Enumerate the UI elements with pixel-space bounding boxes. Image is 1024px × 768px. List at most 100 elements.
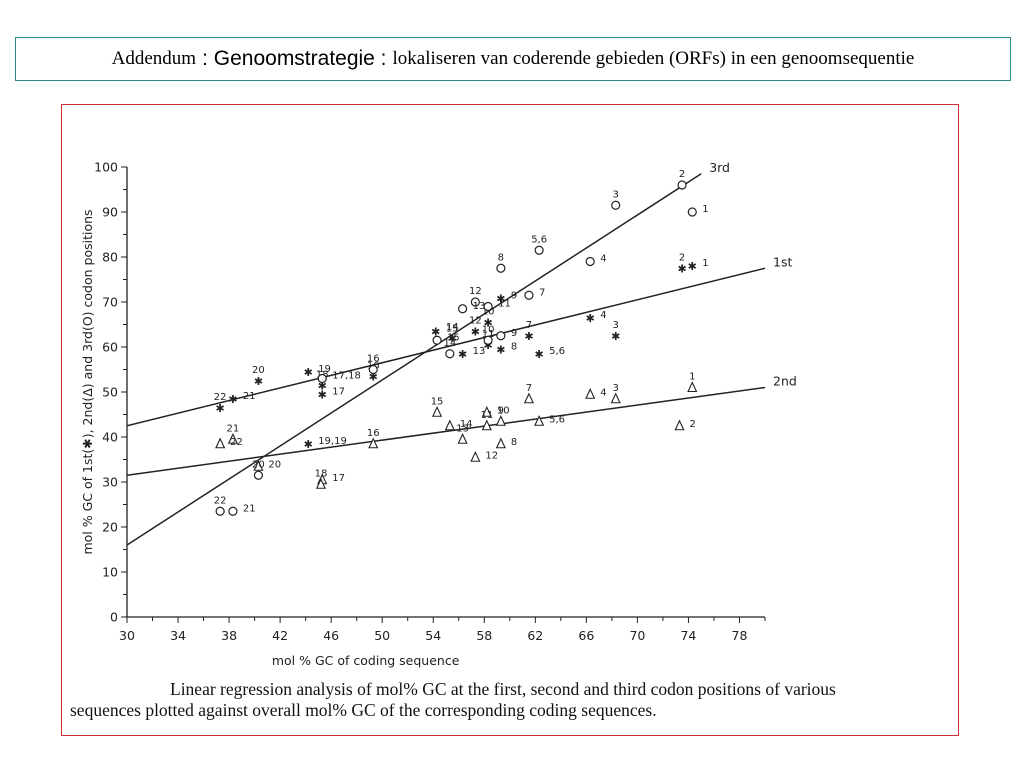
- x-tick-label: 78: [732, 628, 748, 643]
- point-2nd: [610, 392, 621, 404]
- point-label-3rd: 9: [511, 328, 517, 339]
- point-1st: ✱: [677, 262, 686, 275]
- point-1st: ✱: [431, 325, 440, 338]
- point-label-1st: 7: [526, 320, 532, 331]
- point-label-2nd: 15: [431, 396, 444, 407]
- point-label-3rd: 10: [482, 324, 495, 335]
- point-label-3rd: 22: [214, 495, 227, 506]
- point-label-3rd: 11: [498, 299, 511, 310]
- point-2nd: [495, 414, 506, 426]
- point-3rd: [470, 297, 480, 307]
- point-2nd: [585, 387, 596, 399]
- point-label-2nd: 21: [227, 423, 240, 434]
- point-label-3rd: 7: [539, 287, 545, 298]
- point-label-3rd: 2: [679, 169, 685, 180]
- point-label-3rd: 3: [613, 189, 619, 200]
- x-tick-label: 58: [476, 628, 492, 643]
- point-label-1st: 13: [473, 346, 486, 357]
- point-label-1st: 14: [446, 322, 459, 333]
- point-3rd: [215, 506, 225, 516]
- point-label-3rd: 20: [252, 459, 265, 470]
- point-2nd: [457, 432, 468, 444]
- point-1st: ✱: [483, 316, 492, 329]
- point-label-1st: 3: [613, 320, 619, 331]
- point-label-2nd: 17: [332, 473, 345, 484]
- point-3rd: [534, 245, 544, 255]
- point-label-2nd: 10: [497, 405, 510, 416]
- point-label-2nd: 22: [230, 437, 243, 448]
- point-label-1st: 12: [469, 315, 482, 326]
- point-3rd: [687, 207, 697, 217]
- point-2nd: [315, 477, 327, 489]
- point-label-2nd: 13: [456, 423, 469, 434]
- point-3rd: [228, 506, 238, 516]
- point-3rd: [611, 200, 621, 210]
- point-2nd: [523, 392, 535, 404]
- header-part3: lokaliseren van coderende gebieden (ORFs…: [392, 48, 915, 69]
- point-label-2nd: 11: [480, 410, 493, 421]
- point-1st: ✱: [535, 348, 544, 361]
- point-3rd: [432, 335, 442, 345]
- point-1st: ✱: [471, 325, 480, 338]
- point-label-2nd: 18: [315, 468, 328, 479]
- point-2nd: [253, 459, 264, 471]
- caption-line-2: sequences plotted against overall mol% G…: [70, 700, 657, 720]
- x-tick-label: 34: [170, 628, 186, 643]
- y-tick-label: 30: [102, 475, 118, 490]
- regression-chart: 30 34 38 42 46 50 54 58 62 66 70 74 7801020304050607…: [80, 160, 797, 669]
- point-3rd: [677, 180, 687, 190]
- x-tick-label: 74: [680, 628, 696, 643]
- point-2nd: [534, 414, 545, 426]
- y-tick-label: 20: [102, 520, 118, 535]
- series-label-1st: 1st: [773, 254, 792, 269]
- caption-line-1: Linear regression analysis of mol% GC at…: [170, 679, 836, 699]
- regression-line-2nd: [126, 386, 766, 476]
- point-label-2nd: 8: [511, 437, 517, 448]
- point-label-2nd: 4: [600, 387, 606, 398]
- point-2nd: [215, 437, 226, 449]
- x-tick-label: 66: [578, 628, 594, 643]
- point-3rd: [496, 331, 506, 341]
- point-label-3rd: 21: [243, 503, 256, 514]
- point-label-1st: 17: [332, 386, 345, 397]
- point-2nd: [227, 432, 238, 444]
- x-tick-label: 50: [374, 628, 390, 643]
- point-label-1st: 15: [446, 323, 459, 334]
- point-1st: ✱: [586, 312, 595, 325]
- point-label-1st: 5,6: [549, 346, 565, 357]
- point-label-2nd: 7: [526, 383, 532, 394]
- point-3rd: [445, 349, 455, 359]
- point-label-1st: 8: [511, 341, 517, 352]
- point-label-3rd: 14: [443, 338, 456, 349]
- point-1st: ✱: [304, 366, 313, 379]
- y-tick-label: 100: [94, 160, 118, 175]
- point-label-1st: 19: [318, 364, 331, 375]
- point-1st: ✱: [304, 438, 313, 451]
- point-1st: ✱: [483, 339, 492, 352]
- point-2nd: [674, 419, 685, 431]
- y-tick-label: 50: [102, 385, 118, 400]
- point-label-1st: 21: [243, 391, 256, 402]
- point-3rd: [253, 470, 264, 480]
- x-tick-label: 42: [272, 628, 288, 643]
- point-1st: ✱: [318, 388, 327, 401]
- point-label-2nd: 20: [268, 459, 281, 470]
- y-tick-label: 0: [110, 610, 118, 625]
- x-axis-label: mol % GC of coding sequence: [272, 653, 460, 668]
- point-label-1st: 4: [600, 310, 606, 321]
- point-2nd: [495, 437, 506, 449]
- point-label-3rd: 15: [447, 332, 460, 343]
- point-1st: ✱: [216, 402, 225, 415]
- point-label-1st: 22: [214, 392, 227, 403]
- y-tick-label: 10: [102, 565, 118, 580]
- x-tick-label: 38: [221, 628, 237, 643]
- point-3rd: [496, 263, 506, 273]
- header-banner: Addendum : Genoomstrategie : lokaliseren…: [15, 37, 1011, 81]
- x-tick-label: 62: [527, 628, 543, 643]
- point-label-3rd: 5,6: [531, 234, 547, 245]
- point-3rd: [483, 301, 493, 312]
- point-label-1st: 1: [702, 258, 708, 269]
- point-1st: ✱: [496, 292, 505, 305]
- point-label-2nd: 1: [689, 372, 695, 383]
- point-label-1st: 11: [482, 329, 495, 340]
